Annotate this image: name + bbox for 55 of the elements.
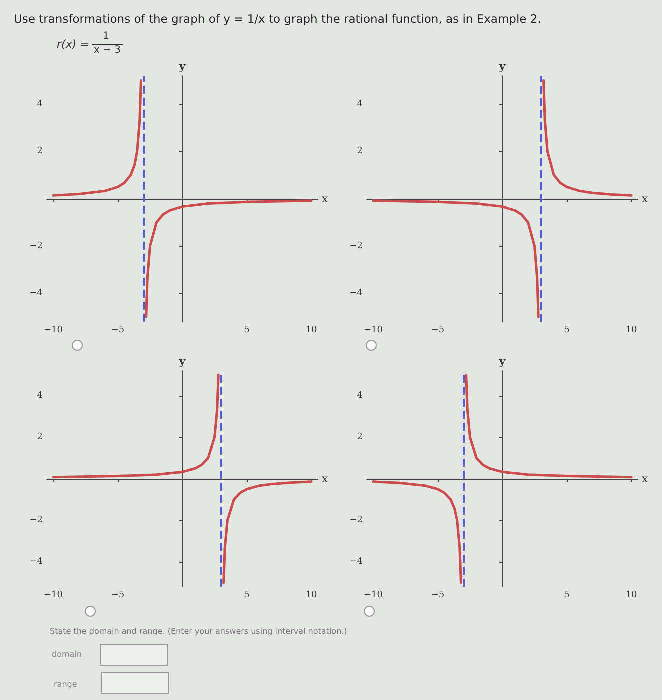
y-tick-label: −4	[350, 288, 364, 299]
x-tick-label: −10	[44, 590, 64, 600]
line-series	[222, 480, 313, 584]
x-tick-label: −5	[431, 326, 445, 336]
x-tick-label: 10	[626, 590, 638, 600]
x-tick-label: −10	[364, 590, 384, 600]
y-axis-title: y	[178, 60, 186, 73]
x-tick-label: 10	[626, 326, 638, 336]
line-series	[145, 200, 313, 319]
y-tick-label: 2	[37, 432, 43, 442]
text: domain	[52, 650, 82, 659]
text: Use transformations of the graph of y = 1/x to graph the rational function, as in Example 2.	[14, 12, 542, 26]
text: range	[54, 680, 78, 689]
y-tick-label: 4	[357, 390, 364, 401]
line-series	[372, 200, 540, 319]
y-tick-label: 4	[357, 99, 364, 110]
x-axis-title: x	[642, 192, 649, 206]
line-series	[465, 374, 633, 479]
y-tick-label: 2	[37, 146, 43, 157]
y-axis-title: y	[178, 355, 186, 368]
x-tick-label: 10	[306, 326, 318, 336]
y-tick-label: −2	[350, 516, 363, 526]
y-tick-label: 2	[357, 432, 363, 442]
y-axis-title: y	[498, 60, 506, 73]
x-tick-label: 5	[564, 326, 570, 336]
x-tick-label: −5	[111, 326, 125, 336]
line-series	[372, 480, 462, 584]
text: State the domain and range. (Enter your answers using interval notation.)	[50, 627, 348, 636]
y-axis-title: y	[498, 355, 506, 368]
text: x − 3	[92, 44, 124, 56]
x-tick-label: −10	[364, 326, 384, 336]
line-series	[52, 79, 142, 197]
line-series	[542, 79, 633, 197]
x-tick-label: 10	[306, 590, 318, 600]
y-tick-label: 4	[37, 390, 44, 401]
x-axis-title: x	[322, 192, 329, 206]
x-axis-title: x	[322, 472, 329, 486]
y-tick-label: −4	[350, 557, 364, 568]
y-tick-label: −2	[30, 516, 43, 526]
x-tick-label: −10	[44, 326, 64, 336]
y-tick-label: −2	[350, 241, 363, 252]
x-tick-label: 5	[244, 590, 250, 600]
x-tick-label: −5	[111, 590, 125, 600]
line-series	[52, 374, 220, 479]
y-tick-label: −4	[30, 557, 44, 568]
y-tick-label: 2	[357, 146, 363, 157]
y-tick-label: −2	[30, 241, 43, 252]
text: 1	[103, 31, 110, 42]
y-tick-label: 4	[37, 99, 44, 110]
y-tick-label: −4	[30, 288, 44, 299]
x-tick-label: 5	[564, 590, 570, 600]
text: r(x) =	[57, 38, 90, 51]
x-tick-label: −5	[431, 590, 445, 600]
x-tick-label: 5	[244, 326, 250, 336]
x-axis-title: x	[642, 472, 649, 486]
